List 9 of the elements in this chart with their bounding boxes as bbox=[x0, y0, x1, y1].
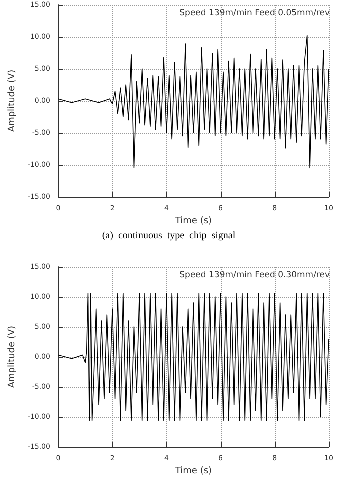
line-series bbox=[58, 293, 330, 422]
line-series bbox=[58, 35, 330, 169]
x-axis-title: Time (s) bbox=[174, 216, 212, 226]
text: (a) continuous type chip signal bbox=[102, 230, 236, 242]
annotation: Speed 139m/min Feed 0.30mm/rev bbox=[180, 270, 330, 280]
y-axis-title: Amplitude (V) bbox=[8, 70, 18, 132]
y-axis-title: Amplitude (V) bbox=[8, 326, 18, 388]
x-axis-title: Time (s) bbox=[174, 466, 212, 476]
annotation: Speed 139m/min Feed 0.05mm/rev bbox=[180, 8, 330, 18]
